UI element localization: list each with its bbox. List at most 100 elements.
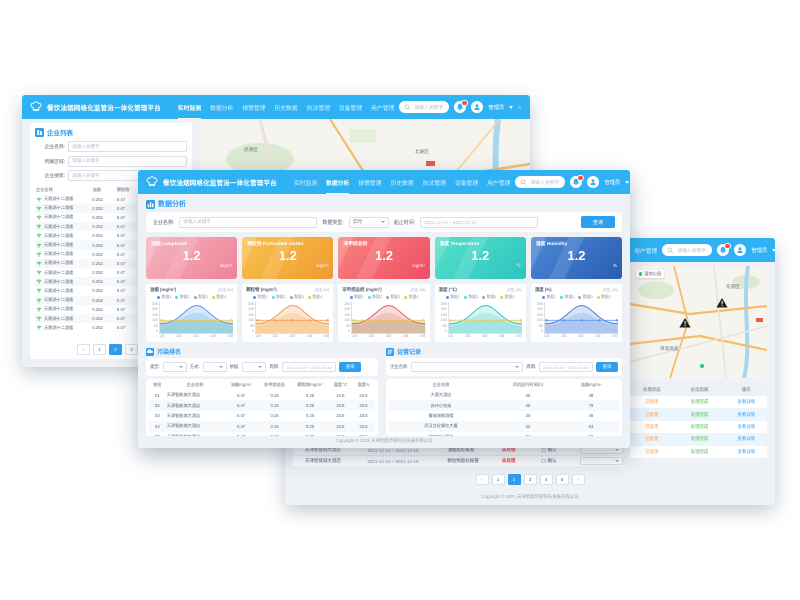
action-dropdown[interactable] (579, 456, 624, 466)
view-detail-link[interactable]: 查看详情 (725, 408, 767, 421)
chevron-down-icon[interactable] (509, 105, 514, 109)
view-detail-link[interactable]: 查看详情 (725, 396, 767, 409)
nav-item[interactable]: 用户管理 (371, 105, 395, 112)
mode-select[interactable] (202, 362, 227, 372)
page-button[interactable]: 3 (523, 474, 537, 485)
page-button[interactable]: 1 (93, 344, 106, 355)
search-button[interactable]: 查询 (339, 362, 362, 372)
confirm-radio[interactable] (540, 447, 546, 453)
pm-value: 0.47 (115, 295, 141, 305)
nav-item[interactable]: 报警管理 (358, 180, 382, 187)
legend-dot (482, 295, 486, 299)
nav-item[interactable]: 设备管理 (454, 180, 479, 187)
page-button[interactable]: › (571, 474, 585, 485)
table-row: 03 天津智能城大酒店 0.47 0.15 0.25 24.8 33.5 (149, 411, 375, 421)
nav-item[interactable]: 实时监测 (177, 95, 202, 119)
avatar[interactable] (734, 244, 747, 256)
legend-item[interactable]: 数据1 (541, 295, 556, 300)
region-input[interactable]: 请输入关键字 (68, 155, 187, 167)
pm-value: 0.47 (115, 222, 141, 232)
chevron-down-icon[interactable] (625, 180, 630, 184)
type-select[interactable] (162, 362, 187, 372)
x-axis: 1月 2月 3月 4月 5月 (439, 334, 522, 339)
notifications-button[interactable] (717, 242, 731, 256)
y-tick: 250 (440, 301, 447, 306)
plot-area (159, 301, 234, 334)
legend-item[interactable]: 数据3 (193, 295, 208, 300)
nav-item[interactable]: 执法管理 (422, 180, 446, 187)
legend-item[interactable]: 数据4 (404, 295, 418, 300)
table-row: 武汉文化餐饮大厦 22 63 (389, 421, 619, 432)
search-input[interactable]: 请输入关键字 (662, 244, 713, 256)
x-tick: 5月 (612, 334, 618, 338)
period-range-input[interactable]: 2021-12-15 ~ 2021-12-15 (539, 362, 593, 372)
x-axis: 1月 2月 3月 4月 5月 (342, 334, 425, 339)
pollution-ranking-section: 污染排名 类型: 方式: 依据: 周期: 2021-12-15 ~ 2021-1… (146, 347, 378, 436)
search-input[interactable]: 请输入关键字 (399, 101, 450, 113)
confirm-radio[interactable] (540, 458, 546, 464)
column-header: 油烟 (92, 186, 101, 192)
notifications-button[interactable] (454, 99, 468, 113)
legend-item[interactable]: 数据3 (578, 295, 593, 300)
metric-name: 颗粒物 Particulate matter (247, 242, 304, 247)
company-name-input[interactable]: 请输入关键字 (68, 141, 187, 152)
legend-item[interactable]: 数据1 (157, 295, 171, 300)
legend-item[interactable]: 数据2 (175, 295, 190, 300)
nav-item[interactable]: 历史数据 (274, 105, 298, 112)
page-button[interactable]: 2 (507, 474, 521, 485)
search-button[interactable]: 查询 (596, 362, 618, 372)
page-button[interactable]: 2 (109, 344, 122, 355)
search-input[interactable]: 请输入关键字 (515, 176, 566, 188)
date-range-input[interactable]: 2021-12-15 ~ 2021-12-15 (420, 216, 539, 228)
legend-item[interactable]: 数据2 (271, 295, 286, 300)
home-icon[interactable] (518, 102, 522, 112)
page-button[interactable]: ‹ (77, 344, 90, 355)
data-type-select[interactable]: 实时 (348, 216, 389, 228)
page-button[interactable]: ‹ (475, 474, 489, 485)
legend-item[interactable]: 数据1 (445, 295, 460, 300)
period-range-input[interactable]: 2021-12-15 ~ 2021-12-15 (282, 362, 337, 372)
legend-item[interactable]: 数据3 (289, 295, 304, 300)
page-button[interactable]: 3 (125, 344, 138, 355)
avatar[interactable] (471, 101, 484, 113)
nav-item[interactable]: 历史数据 (390, 180, 414, 187)
avatar[interactable] (587, 176, 600, 188)
legend-item[interactable]: 数据4 (500, 295, 515, 300)
nav-item[interactable]: 实时监测 (293, 180, 318, 187)
legend-item[interactable]: 数据2 (463, 295, 478, 300)
basis-select[interactable] (242, 362, 267, 372)
view-detail-link[interactable]: 查看详情 (725, 445, 767, 458)
legend-item[interactable]: 数据1 (253, 295, 268, 300)
legend-item[interactable]: 数据3 (482, 295, 496, 300)
view-detail-link[interactable]: 查看详情 (725, 433, 767, 446)
legend-item[interactable]: 数据2 (367, 295, 382, 300)
chevron-down-icon[interactable] (772, 248, 775, 252)
nav-item[interactable]: 数据分析 (210, 105, 234, 112)
nav-item[interactable]: 用户管理 (634, 248, 658, 255)
company-select[interactable] (411, 362, 524, 372)
page-button[interactable]: 4 (539, 474, 553, 485)
view-detail-link[interactable]: 查看详情 (725, 420, 767, 434)
lampblack-value: 0.252 (91, 249, 116, 259)
nav-item[interactable]: 报警管理 (242, 105, 266, 112)
legend-item[interactable]: 数据4 (211, 295, 226, 300)
alarm-row: 天津智能城大酒店 2021-12-10 ~ 2021-12-15 油烟超标报警 … (293, 445, 624, 456)
legend-item[interactable]: 数据4 (308, 295, 322, 300)
company-name-input[interactable]: 请输入关键字 (179, 216, 318, 228)
legend-item[interactable]: 数据2 (560, 295, 574, 300)
page-button[interactable]: 1 (491, 474, 505, 485)
area-chart (448, 302, 522, 333)
alarm-map[interactable]: 湿地公园 东丽区 津滨高速 (630, 266, 767, 378)
nav-item[interactable]: 设备管理 (338, 105, 363, 112)
nav-item[interactable]: 数据分析 (326, 170, 350, 194)
notifications-button[interactable] (570, 174, 584, 188)
page-button[interactable]: 5 (555, 474, 569, 485)
legend-item[interactable]: 数据3 (386, 295, 400, 300)
legend-dot (596, 295, 600, 299)
nav-item[interactable]: 执法管理 (306, 105, 330, 112)
y-tick: 200 (248, 307, 255, 312)
legend-item[interactable]: 数据4 (596, 295, 611, 300)
nav-item[interactable]: 用户管理 (487, 180, 511, 187)
search-button[interactable]: 查询 (581, 216, 615, 228)
legend-item[interactable]: 数据1 (349, 295, 364, 300)
